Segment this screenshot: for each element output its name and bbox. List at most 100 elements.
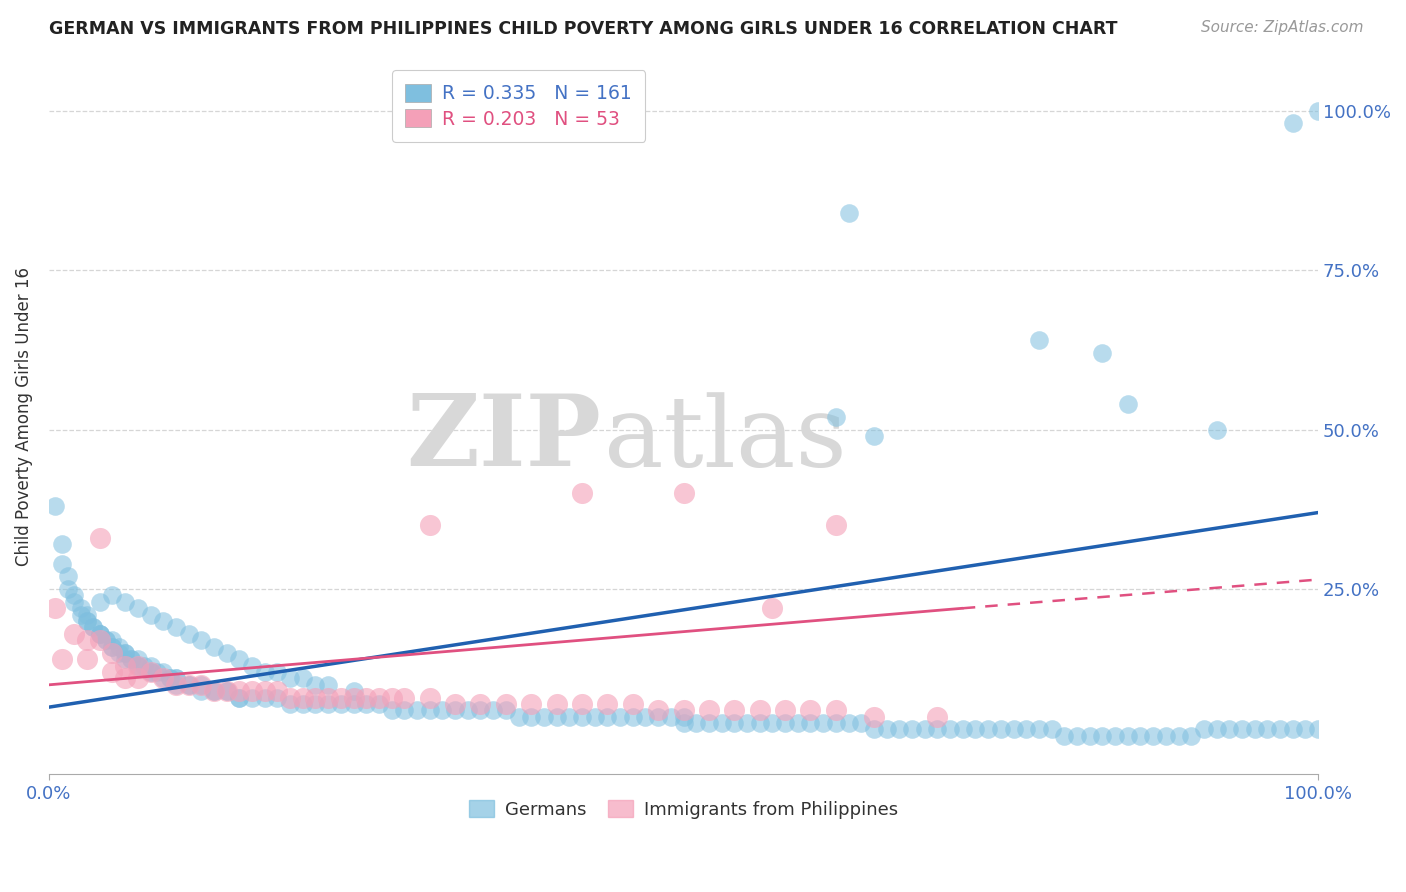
Point [927,709,949,723]
Point [432,703,454,717]
Point [177,678,200,692]
Point [356,690,378,705]
Point [1154,729,1177,743]
Point [748,716,770,731]
Point [799,716,821,731]
Point [1066,729,1088,743]
Point [1281,116,1303,130]
Point [202,684,225,698]
Point [546,697,568,711]
Point [101,589,124,603]
Point [927,723,949,737]
Point [278,690,301,705]
Point [1308,723,1330,737]
Point [127,658,149,673]
Point [748,703,770,717]
Point [202,684,225,698]
Point [546,709,568,723]
Point [1028,334,1050,348]
Point [146,665,169,679]
Point [139,665,162,679]
Point [672,716,695,731]
Point [482,703,505,717]
Point [863,429,886,443]
Point [121,652,143,666]
Point [51,537,73,551]
Point [368,697,391,711]
Point [139,665,162,679]
Point [69,601,91,615]
Point [114,595,136,609]
Point [977,723,1000,737]
Point [190,684,212,698]
Point [901,723,924,737]
Point [316,697,339,711]
Point [1294,723,1316,737]
Point [159,672,181,686]
Point [1116,729,1139,743]
Point [202,640,225,654]
Point [495,697,517,711]
Point [799,703,821,717]
Point [56,582,79,596]
Point [101,646,124,660]
Point [672,709,695,723]
Point [685,716,707,731]
Point [571,697,593,711]
Point [152,614,174,628]
Point [266,684,288,698]
Point [621,697,644,711]
Point [114,646,136,660]
Point [266,665,288,679]
Point [1116,397,1139,411]
Point [811,716,834,731]
Point [773,716,796,731]
Point [1053,729,1076,743]
Point [761,716,783,731]
Point [76,607,98,622]
Point [44,499,66,513]
Point [134,658,156,673]
Point [1218,723,1240,737]
Point [291,697,314,711]
Point [165,678,187,692]
Point [419,518,441,533]
Point [101,640,124,654]
Point [342,697,364,711]
Point [215,684,238,698]
Point [394,690,416,705]
Point [304,678,326,692]
Point [215,646,238,660]
Point [76,614,98,628]
Point [1308,103,1330,118]
Legend: Germans, Immigrants from Philippines: Germans, Immigrants from Philippines [461,793,905,826]
Point [444,703,467,717]
Point [1180,729,1202,743]
Point [368,690,391,705]
Point [786,716,808,731]
Point [266,690,288,705]
Point [89,627,111,641]
Point [89,627,111,641]
Point [89,595,111,609]
Point [76,652,98,666]
Point [1002,723,1025,737]
Point [697,703,720,717]
Point [508,709,530,723]
Point [107,646,129,660]
Point [76,633,98,648]
Point [1091,729,1114,743]
Point [596,697,619,711]
Point [1091,346,1114,360]
Point [253,684,276,698]
Point [51,652,73,666]
Point [165,678,187,692]
Point [190,633,212,648]
Point [381,703,404,717]
Point [253,690,276,705]
Point [316,690,339,705]
Point [139,665,162,679]
Point [952,723,974,737]
Point [1167,729,1189,743]
Point [114,652,136,666]
